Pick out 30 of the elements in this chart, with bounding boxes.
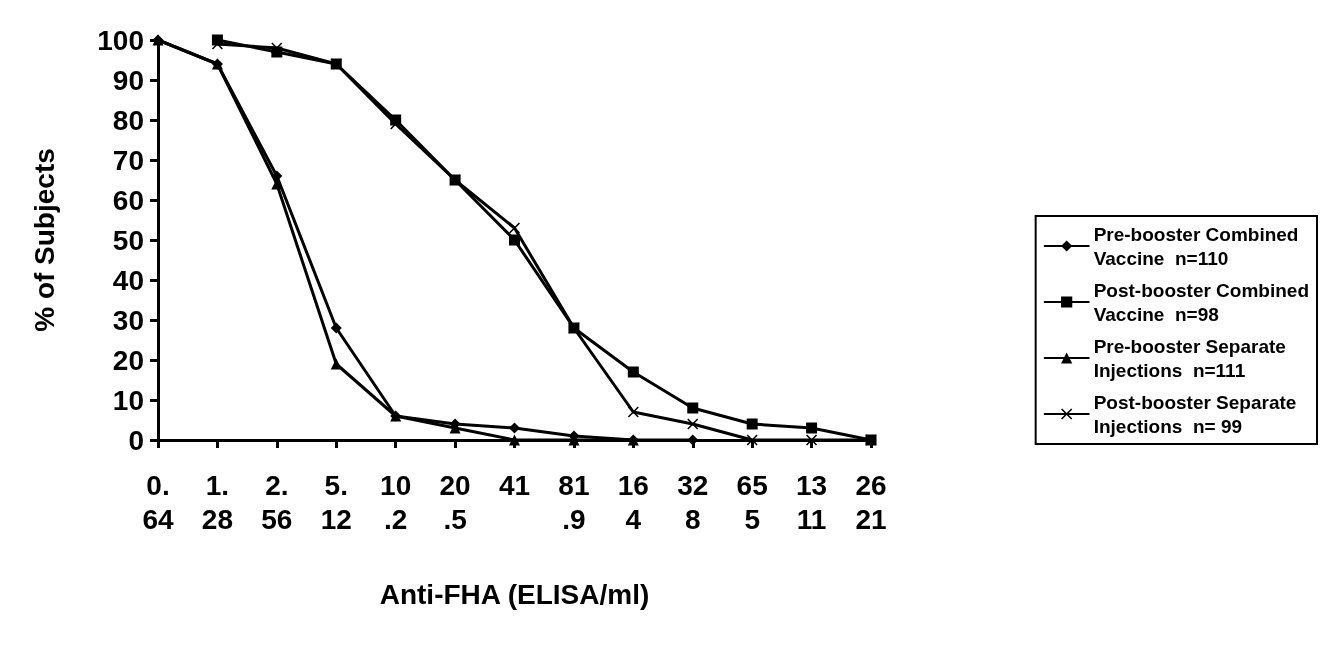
y-axis-title: % of Subjects [28, 148, 60, 332]
x-tick-label: 2. 56 [261, 469, 293, 535]
legend-label: Pre-booster Combined Vaccine n=110 [1093, 223, 1299, 269]
legend-label: Pre-booster Separate Injections n=111 [1093, 335, 1286, 381]
legend-label: Post-booster Combined Vaccine n=98 [1093, 279, 1310, 325]
x-tick-label: 5. 12 [320, 469, 352, 535]
x-tick-label: 13 11 [796, 469, 828, 535]
y-tick-label: 10 [112, 384, 144, 416]
x-tick-label: 26 21 [855, 469, 887, 535]
x-tick-label: 10 .2 [380, 469, 412, 535]
y-tick-label: 100 [97, 24, 144, 56]
y-tick-label: 50 [112, 224, 144, 256]
x-tick-label: 65 5 [736, 469, 768, 535]
x-tick-label: 20 .5 [439, 469, 471, 535]
y-tick-label: 30 [112, 304, 144, 336]
x-axis-title: Anti-FHA (ELISA/ml) [379, 578, 650, 610]
y-tick-label: 70 [112, 144, 144, 176]
x-tick-label: 16 4 [617, 469, 649, 535]
y-tick-label: 0 [128, 424, 144, 456]
x-tick-label: 81 .9 [558, 469, 590, 535]
x-tick-label: 41 [498, 469, 531, 501]
y-tick-label: 40 [112, 264, 144, 296]
legend-label: Post-booster Separate Injections n= 99 [1093, 391, 1297, 437]
y-tick-label: 60 [112, 184, 144, 216]
x-tick-label: 32 8 [677, 469, 709, 535]
y-tick-label: 20 [112, 344, 144, 376]
y-tick-label: 80 [112, 104, 144, 136]
y-tick-label: 90 [112, 64, 144, 96]
x-tick-label: 0. 64 [142, 469, 174, 535]
x-tick-label: 1. 28 [201, 469, 233, 535]
